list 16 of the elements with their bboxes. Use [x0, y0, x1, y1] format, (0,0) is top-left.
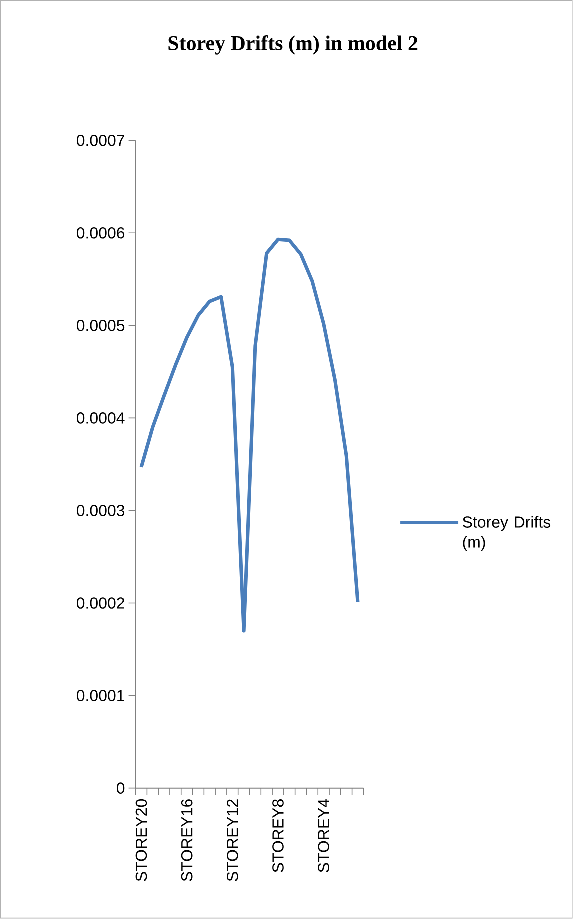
x-tick-label: STOREY20	[136, 799, 148, 882]
x-tick-label: STOREY16	[181, 800, 193, 882]
y-tick-label: 0.0001	[76, 690, 124, 702]
y-tick-label: 0.0003	[76, 505, 124, 516]
chart-title: Storey Drifts (m) in model 2	[168, 36, 418, 55]
line-series	[140, 238, 360, 633]
y-tick-label: 0.0007	[76, 134, 124, 146]
x-tick-label: STOREY8	[272, 800, 284, 872]
y-tick-label: 0.0004	[76, 412, 125, 424]
y-tick-label: 0	[116, 782, 125, 794]
y-tick-label: 0.0006	[76, 227, 124, 239]
x-tick-label: STOREY12	[226, 800, 238, 882]
y-tick-label: 0.0002	[76, 598, 124, 609]
y-tick-label: 0.0005	[76, 320, 125, 332]
x-tick-label: STOREY4	[318, 799, 330, 872]
legend-label: Storey Drifts (m)	[462, 516, 550, 552]
